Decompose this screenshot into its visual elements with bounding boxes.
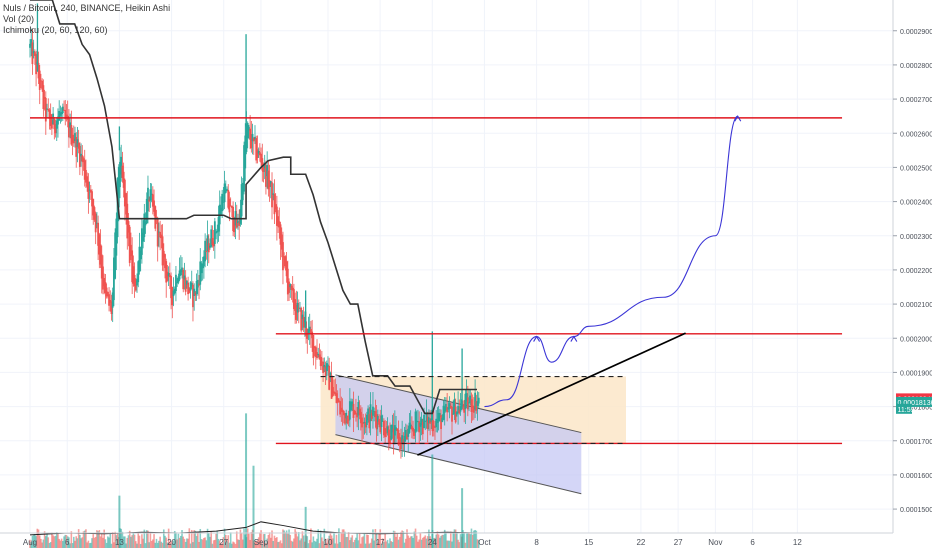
candle-body (247, 123, 249, 138)
candle-body (224, 183, 226, 202)
time-tick-label-14: Nov (708, 538, 722, 547)
time-tick-label-6: 10 (324, 538, 333, 547)
volume-spike-5 (305, 507, 307, 548)
volume-spike-1 (253, 466, 255, 548)
chart-legend: Nuls / Bitcoin, 240, BINANCE, Heikin Ash… (3, 3, 170, 36)
candle-body (348, 420, 350, 421)
legend-symbol[interactable]: Nuls / Bitcoin, 240, BINANCE, Heikin Ash… (3, 3, 170, 14)
candle-body (208, 243, 210, 252)
time-tick-label-12: 22 (636, 538, 645, 547)
time-tick-label-10: 8 (534, 538, 539, 547)
time-tick-label-0: Aug (23, 538, 37, 547)
candle-body (215, 232, 217, 233)
time-tick-label-13: 27 (674, 538, 683, 547)
time-tick-label-5: Sep (254, 538, 269, 547)
candle-body (141, 228, 143, 255)
time-tick-label-11: 15 (584, 538, 593, 547)
price-tick-label-14: 0.00029000 (900, 29, 932, 36)
legend-volume[interactable]: Vol (20) (3, 14, 170, 25)
time-tick-label-9: Oct (478, 538, 491, 547)
candle-body (147, 188, 149, 211)
candle-body (337, 398, 339, 403)
candle-body (471, 399, 473, 412)
volume-spike-3 (431, 455, 433, 549)
time-tick-label-16: 12 (793, 538, 802, 547)
time-tick-label-2: 13 (115, 538, 124, 547)
time-tick-label-1: 6 (65, 538, 70, 547)
volume-spike-4 (461, 488, 463, 548)
legend-ichimoku[interactable]: Ichimoku (20, 60, 120, 60) (3, 25, 170, 36)
candle-body (478, 398, 480, 404)
candle-body (39, 71, 41, 90)
candle-body (205, 251, 207, 252)
time-tick-label-7: 17 (376, 538, 385, 547)
price-tag-text-2: 11:59 (898, 407, 915, 414)
time-tick-label-4: 27 (219, 538, 228, 547)
time-tick-label-8: 24 (428, 538, 437, 547)
candle-body (139, 247, 141, 272)
time-tick-label-3: 20 (167, 538, 176, 547)
time-tick-label-15: 6 (750, 538, 755, 547)
candle-body (449, 403, 451, 408)
